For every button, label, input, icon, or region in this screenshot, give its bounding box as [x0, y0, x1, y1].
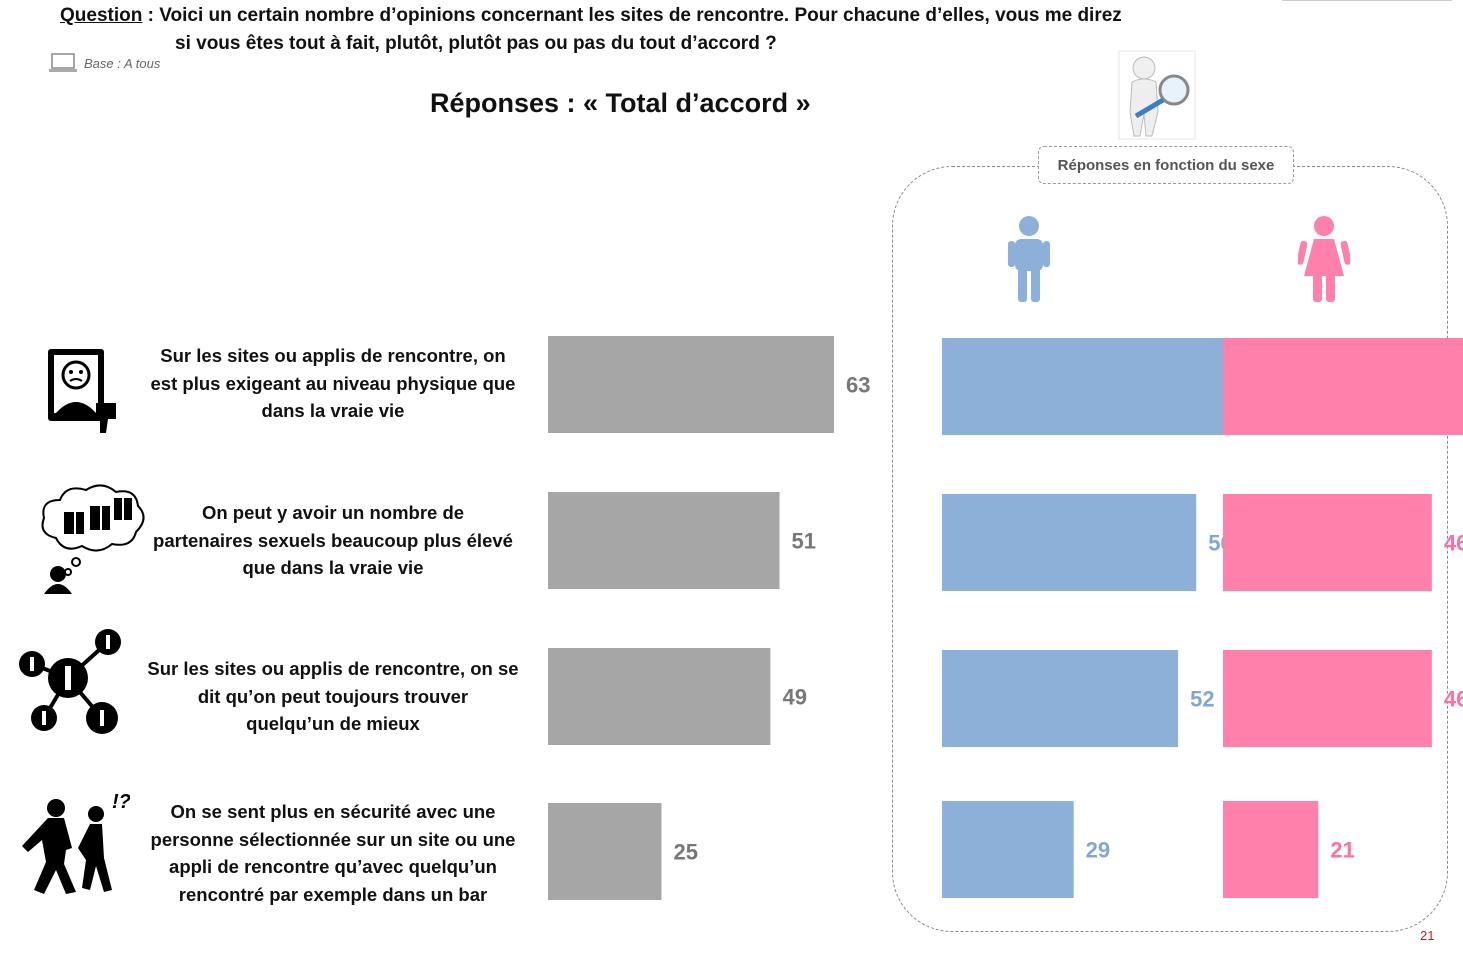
bar-female-1	[1223, 338, 1463, 435]
value-label-total-2: 51	[792, 529, 816, 554]
row-label-2-line: partenaires sexuels beaucoup plus élevé	[153, 529, 513, 551]
question-line2: si vous êtes tout à fait, plutôt, plutôt…	[175, 33, 777, 54]
bar-female-2	[1223, 494, 1432, 591]
value-label-total-3: 49	[782, 685, 806, 710]
value-label-female-3: 46	[1444, 687, 1463, 712]
value-label-total-1: 63	[846, 373, 870, 398]
row-label-2: On peut y avoir un nombre de partenaires…	[128, 499, 538, 582]
row-label-4-line: On se sent plus en sécurité avec une	[170, 801, 496, 822]
bar-female-4	[1223, 801, 1319, 898]
row-label-3: Sur les sites ou applis de rencontre, on…	[128, 655, 538, 738]
page-number: 21	[1420, 928, 1435, 943]
row-label-4: On se sent plus en sécurité avec une per…	[128, 798, 538, 908]
row-label-3-line: quelqu’un de mieux	[246, 713, 420, 734]
bar-male-2	[942, 494, 1197, 591]
base-text: Base : A tous	[84, 55, 161, 71]
row-label-1-line: est plus exigeant au niveau physique que	[150, 372, 516, 394]
row-label-1: Sur les sites ou applis de rencontre, on…	[128, 342, 538, 425]
row-label-4-line: personne sélectionnée sur un site ou une	[150, 828, 516, 850]
people-network-icon	[19, 629, 121, 734]
value-label-female-4: 21	[1330, 838, 1354, 863]
row-label-2-line: On peut y avoir un nombre de	[201, 502, 465, 523]
value-label-male-3: 52	[1190, 687, 1214, 712]
sex-breakdown-label: Réponses en fonction du sexe	[1038, 146, 1294, 184]
phone-thumbs-down-icon	[48, 349, 116, 433]
row-label-1-line: dans la vraie vie	[261, 400, 405, 421]
bar-male-4	[942, 801, 1074, 898]
row-label-2-line: que dans la vraie vie	[242, 557, 424, 578]
bar-male-3	[942, 650, 1179, 747]
thought-bubble-couples-icon	[41, 484, 145, 594]
row-label-3-line: dit qu’on peut toujours trouver	[197, 685, 469, 707]
aggressor-victim-icon: !?	[22, 791, 130, 894]
row-label-4-line: rencontré par exemple dans un bar	[178, 883, 488, 905]
value-label-total-4: 25	[674, 840, 698, 865]
value-label-female-2: 46	[1444, 531, 1463, 556]
svg-text:!?: !?	[112, 791, 130, 813]
laptop-icon	[49, 53, 77, 72]
magnifier-figure-icon	[1118, 50, 1196, 140]
row-label-4-line: appli de rencontre qu’avec quelqu’un	[169, 856, 497, 877]
man-icon	[1008, 216, 1050, 302]
top-right-rule	[1282, 0, 1452, 1]
bar-total-3	[548, 648, 771, 745]
woman-icon	[1298, 216, 1350, 302]
row-label-3-line: Sur les sites ou applis de rencontre, on…	[147, 658, 519, 679]
chart-subtitle: Réponses : « Total d’accord »	[430, 88, 811, 118]
bar-total-4	[548, 803, 662, 900]
bar-total-2	[548, 492, 780, 589]
question-label: Question	[60, 5, 143, 26]
bar-total-1	[548, 336, 835, 433]
bar-female-3	[1223, 650, 1432, 747]
value-label-male-4: 29	[1086, 838, 1110, 863]
bar-male-1	[942, 338, 1242, 435]
row-label-1-line: Sur les sites ou applis de rencontre, on	[160, 345, 506, 366]
question-text: Question : Voici un certain nombre d’opi…	[60, 2, 1320, 58]
question-line1: : Voici un certain nombre d’opinions con…	[142, 5, 1122, 26]
base-note: Base : A tous	[48, 52, 160, 74]
